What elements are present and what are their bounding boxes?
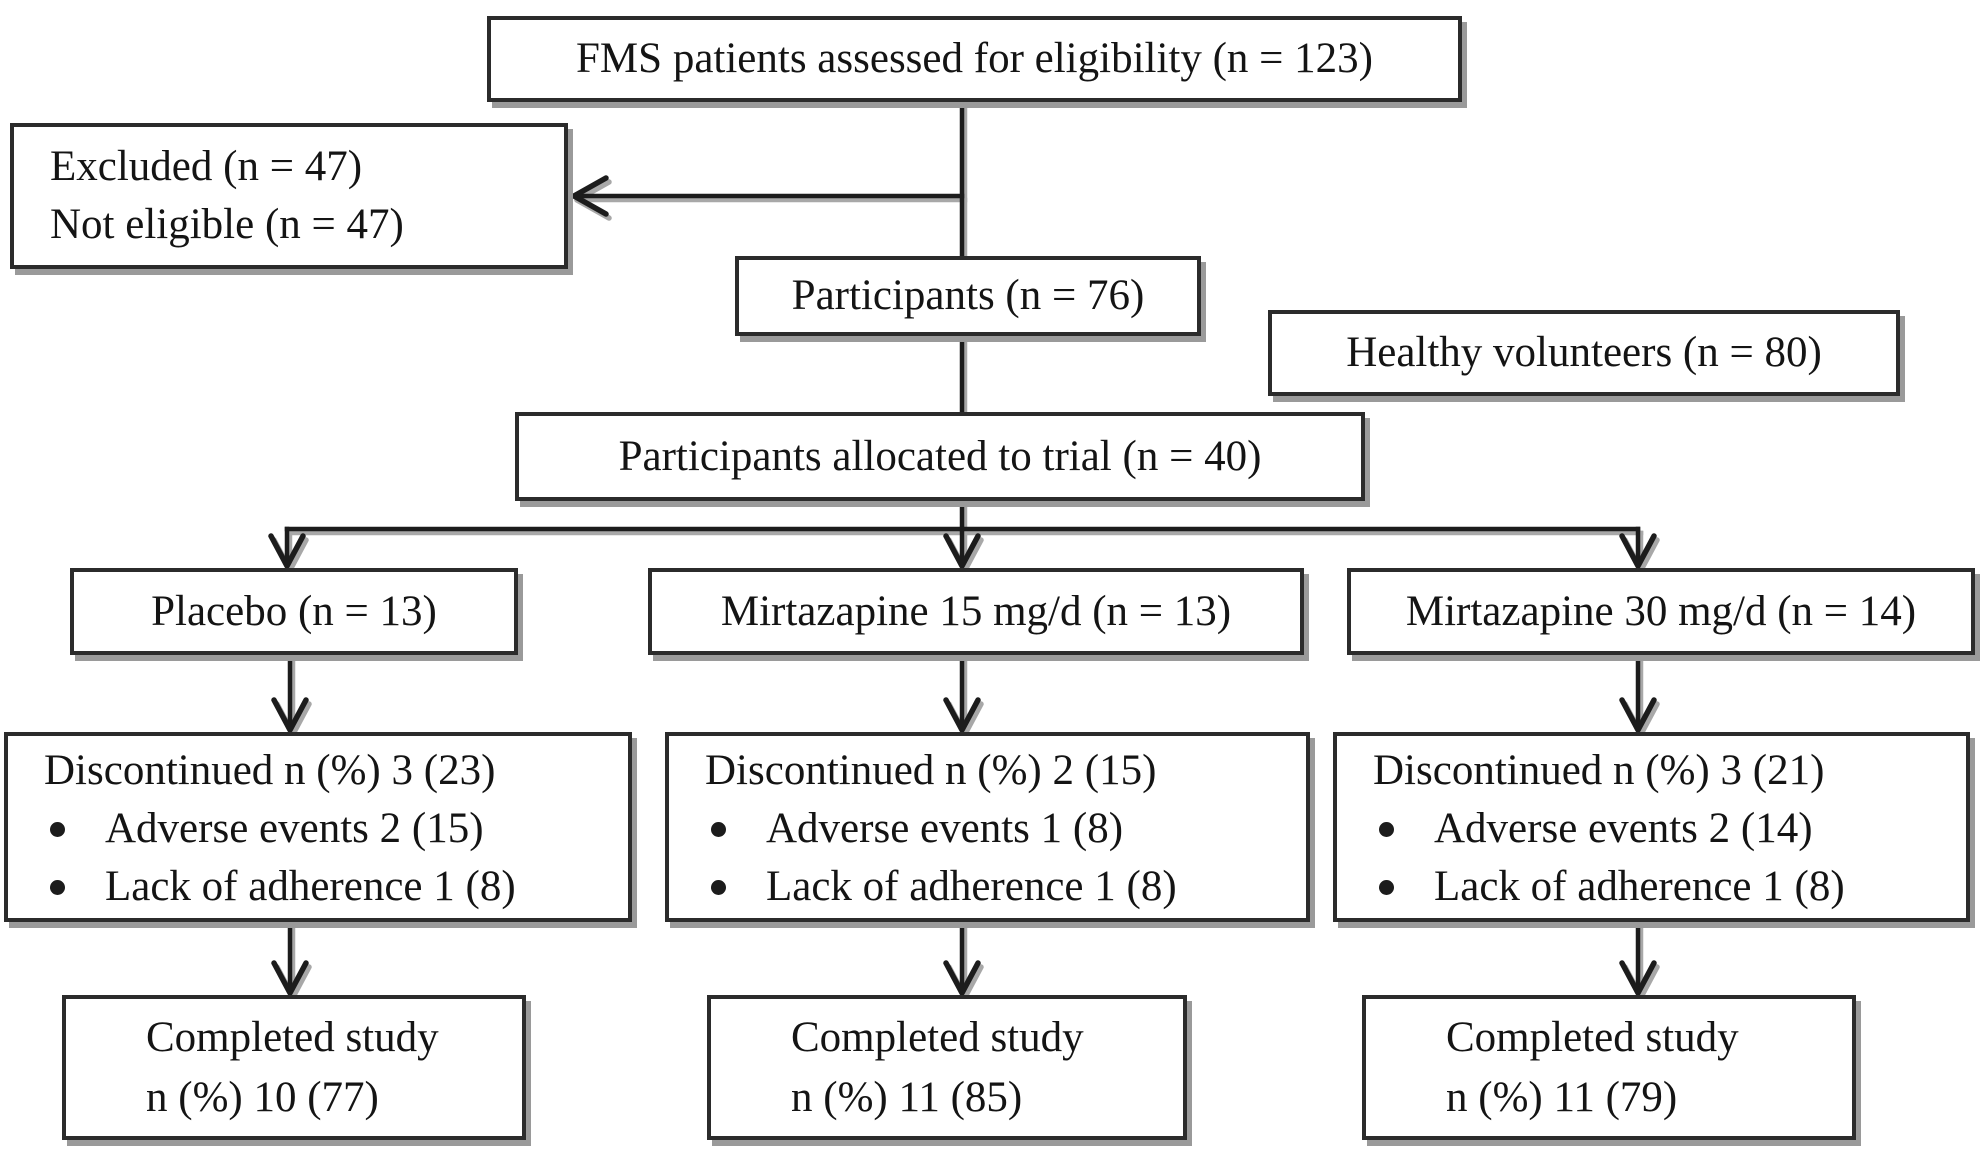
allocation-box: Participants allocated to trial (n = 40) [515, 412, 1365, 501]
excluded-line-2: Not eligible (n = 47) [50, 201, 404, 248]
arm-label: Mirtazapine 30 mg/d (n = 14) [1405, 587, 1917, 635]
bullet-item: Adverse events 2 (15) [44, 800, 628, 858]
arm-label: Placebo (n = 13) [151, 587, 437, 635]
discontinued-box-mirtazapine-30: Discontinued n (%) 3 (21) Adverse events… [1333, 732, 1970, 922]
discontinued-heading: Discontinued n (%) 3 (21) [1373, 747, 1825, 794]
bullet-item: Lack of adherence 1 (8) [705, 858, 1306, 916]
arm-label: Mirtazapine 15 mg/d (n = 13) [720, 587, 1232, 635]
excluded-line-1: Excluded (n = 47) [50, 143, 363, 190]
bullet-text: Lack of adherence 1 (8) [1434, 863, 1845, 910]
arm-box-mirtazapine-15: Mirtazapine 15 mg/d (n = 13) [648, 568, 1304, 655]
healthy-volunteers-text: Healthy volunteers (n = 80) [1346, 329, 1822, 377]
completed-line-1: Completed study [146, 1013, 439, 1061]
completed-line-2: n (%) 11 (85) [791, 1073, 1023, 1121]
bullet-icon [1379, 879, 1394, 895]
participants-box: Participants (n = 76) [735, 256, 1201, 336]
bullet-icon [711, 821, 726, 837]
excluded-box: Excluded (n = 47) Not eligible (n = 47) [10, 123, 568, 269]
completed-box-placebo: Completed study n (%) 10 (77) [62, 995, 526, 1140]
bullet-text: Lack of adherence 1 (8) [105, 863, 516, 910]
completed-line-1: Completed study [1446, 1013, 1739, 1061]
discontinued-box-placebo: Discontinued n (%) 3 (23) Adverse events… [4, 732, 632, 922]
completed-box-mirtazapine-30: Completed study n (%) 11 (79) [1362, 995, 1856, 1140]
bullet-icon [50, 879, 65, 895]
participants-text: Participants (n = 76) [791, 272, 1145, 320]
eligibility-text: FMS patients assessed for eligibility (n… [576, 35, 1373, 83]
bullet-icon [711, 879, 726, 895]
bullet-text: Adverse events 2 (14) [1434, 805, 1813, 852]
completed-line-2: n (%) 11 (79) [1446, 1073, 1678, 1121]
allocation-text: Participants allocated to trial (n = 40) [618, 432, 1262, 480]
discontinued-heading: Discontinued n (%) 2 (15) [705, 747, 1157, 794]
bullet-text: Adverse events 1 (8) [766, 805, 1124, 852]
bullet-item: Adverse events 1 (8) [705, 800, 1306, 858]
completed-box-mirtazapine-15: Completed study n (%) 11 (85) [707, 995, 1187, 1140]
arm-box-placebo: Placebo (n = 13) [70, 568, 518, 655]
bullet-item: Lack of adherence 1 (8) [1373, 858, 1966, 916]
discontinued-box-mirtazapine-15: Discontinued n (%) 2 (15) Adverse events… [665, 732, 1310, 922]
discontinued-heading: Discontinued n (%) 3 (23) [44, 747, 496, 794]
bullet-text: Adverse events 2 (15) [105, 805, 484, 852]
bullet-icon [1379, 821, 1394, 837]
arm-box-mirtazapine-30: Mirtazapine 30 mg/d (n = 14) [1347, 568, 1975, 655]
bullet-text: Lack of adherence 1 (8) [766, 863, 1177, 910]
bullet-item: Adverse events 2 (14) [1373, 800, 1966, 858]
eligibility-box: FMS patients assessed for eligibility (n… [487, 16, 1462, 102]
completed-line-1: Completed study [791, 1013, 1084, 1061]
bullet-item: Lack of adherence 1 (8) [44, 858, 628, 916]
healthy-volunteers-box: Healthy volunteers (n = 80) [1268, 310, 1900, 396]
completed-line-2: n (%) 10 (77) [146, 1073, 379, 1121]
bullet-icon [50, 821, 65, 837]
